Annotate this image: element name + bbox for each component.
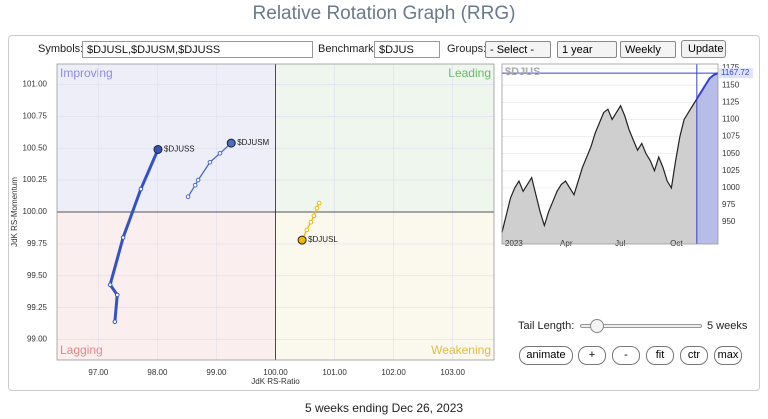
head-marker (153, 144, 163, 154)
quadrant-label: Improving (60, 66, 113, 80)
highlight-area (696, 73, 718, 244)
plot-frame (56, 63, 495, 361)
y-tick-label: 1075 (722, 132, 740, 141)
page-title: Relative Rotation Graph (RRG) (252, 3, 516, 24)
symbols-input[interactable]: $DJUSL,$DJUSM,$DJUSS (82, 41, 313, 58)
series-label: $DJUSM (237, 138, 269, 147)
y-tick-label: 1150 (722, 80, 740, 89)
benchmark-input[interactable]: $DJUS (374, 41, 440, 58)
tail-marker (314, 205, 320, 211)
groups-select[interactable]: - Select - (485, 41, 551, 58)
x-tick-label: 101.00 (322, 368, 347, 377)
tail-marker (138, 186, 144, 192)
slider-knob[interactable] (590, 319, 604, 333)
y-tick-label: 950 (722, 217, 736, 226)
tail-marker (308, 219, 314, 225)
y-tick-label: 975 (722, 200, 736, 209)
y-tick-label: 99.25 (27, 303, 48, 312)
tail-line (108, 148, 160, 322)
y-tick-label: 1125 (722, 97, 740, 106)
chart-button[interactable]: - (612, 346, 640, 365)
tail-marker (304, 227, 310, 233)
quadrant (275, 212, 494, 360)
quadrant (57, 212, 276, 360)
value-tag (719, 68, 753, 79)
quadrant-label: Leading (448, 66, 491, 80)
footer-caption: 5 weeks ending Dec 26, 2023 (304, 401, 464, 415)
groups-label: Groups: (447, 43, 487, 55)
head-marker (226, 138, 236, 148)
chart-button[interactable]: max (714, 346, 742, 365)
tail-marker (316, 200, 322, 206)
tail-marker (192, 182, 198, 188)
tail-marker (195, 177, 201, 183)
quadrant-label: Lagging (60, 343, 103, 357)
y-tick-label: 1175 (722, 63, 740, 72)
x-tick-label: 103.00 (440, 368, 465, 377)
quadrant-label: Weakening (431, 343, 491, 357)
tail-marker (311, 213, 317, 219)
price-line (501, 72, 719, 233)
tail-length-value: 5 weeks (707, 320, 748, 332)
chart-button[interactable]: fit (646, 346, 674, 365)
plot-frame (501, 63, 719, 245)
period-select[interactable]: 1 year (557, 41, 617, 58)
x-tick-label: 100.00 (263, 368, 288, 377)
x-tick-label: 102.00 (381, 368, 406, 377)
tail-slider[interactable] (580, 324, 702, 328)
y-tick-label: 100.00 (23, 207, 48, 216)
y-tick-label: 1000 (722, 183, 740, 192)
y-tick-label: 101.00 (23, 80, 48, 89)
area (502, 73, 718, 244)
chart-button[interactable]: animate (519, 346, 573, 365)
chart-button[interactable]: + (578, 346, 606, 365)
tail-length-label: Tail Length: (518, 320, 575, 332)
y-tick-label: 1050 (722, 149, 740, 158)
y-tick-label: 1025 (722, 166, 740, 175)
tail-marker (112, 319, 118, 325)
series-label: $DJUSL (308, 235, 338, 244)
tail-marker (107, 282, 113, 288)
x-axis-title: JdK RS-Ratio (251, 377, 300, 386)
x-tick-label: 99.00 (206, 368, 227, 377)
highlight-line (695, 72, 719, 100)
y-tick-label: 99.00 (27, 335, 48, 344)
y-tick-label: 100.25 (23, 175, 48, 184)
head-marker (297, 235, 307, 245)
x-tick-label: 97.00 (88, 368, 109, 377)
tail-marker (185, 194, 191, 199)
frequency-select[interactable]: Weekly (620, 41, 676, 58)
quadrant (57, 64, 276, 212)
y-tick-label: 100.50 (23, 143, 48, 152)
tail-marker (217, 151, 223, 156)
y-tick-label: 100.75 (23, 111, 48, 120)
y-axis-title: JdK RS-Momentum (10, 177, 19, 247)
chart-button[interactable]: ctr (680, 346, 708, 365)
tail-marker (114, 292, 120, 298)
benchmark-label: Benchmark: (318, 43, 377, 55)
y-tick-label: 99.50 (27, 271, 48, 280)
y-tick-label: 99.75 (27, 239, 48, 248)
y-tick-label: 1100 (722, 115, 740, 124)
last-value-label: 1167.72 (721, 68, 750, 77)
series-label: $DJUSS (164, 145, 195, 154)
quadrant (275, 64, 494, 212)
symbols-label: Symbols: (38, 43, 84, 55)
update-button[interactable]: Update (681, 40, 726, 58)
tail-marker (207, 159, 213, 165)
tail-marker (120, 235, 126, 240)
x-tick-label: 98.00 (147, 368, 168, 377)
chart-title: $DJUS (505, 66, 540, 78)
